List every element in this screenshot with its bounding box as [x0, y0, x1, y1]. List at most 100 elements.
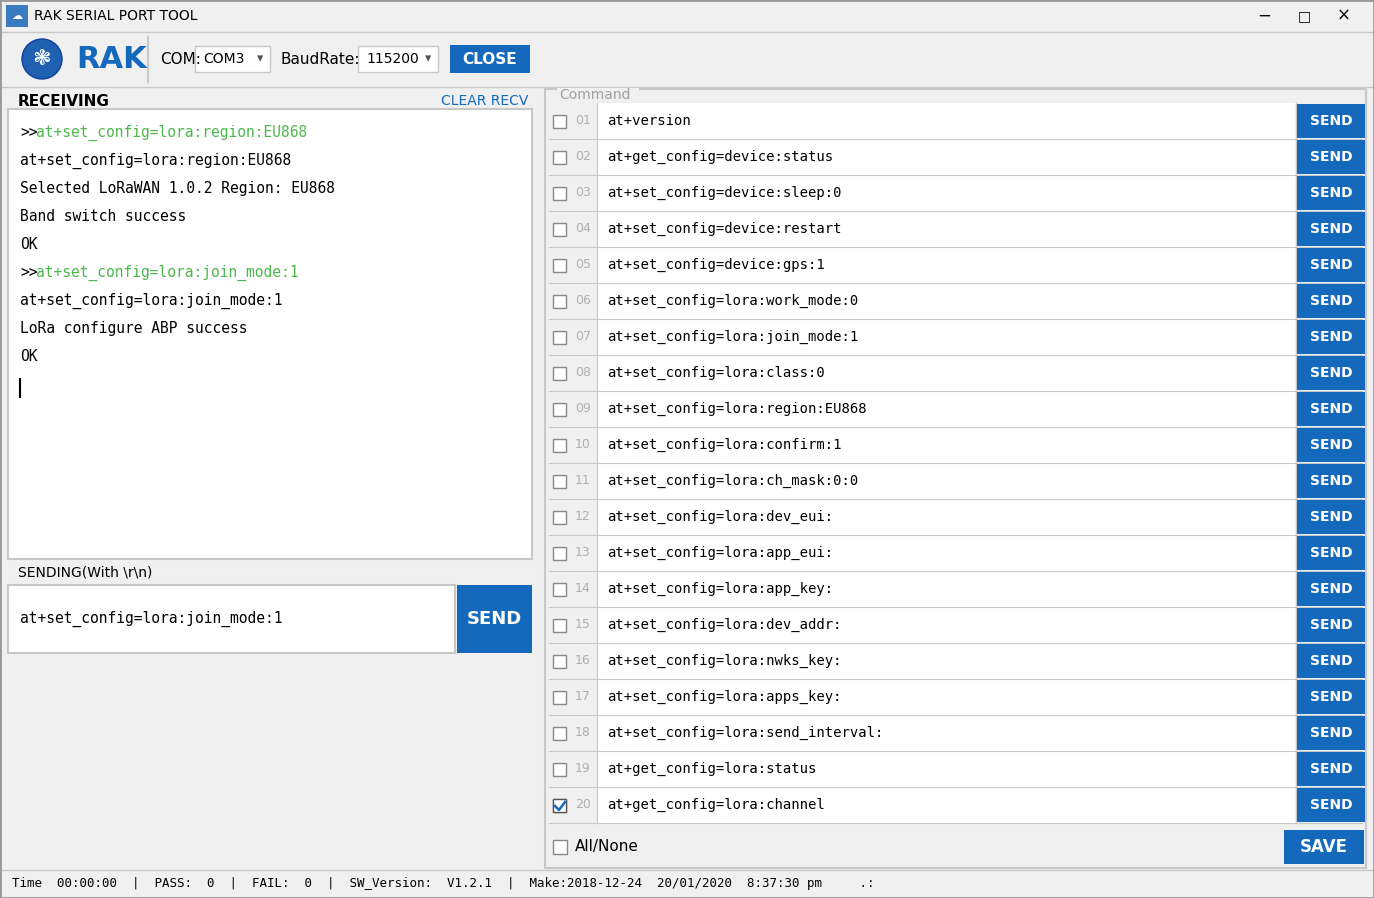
Text: RAK SERIAL PORT TOOL: RAK SERIAL PORT TOOL [34, 9, 198, 23]
Bar [552, 619, 566, 631]
Bar [1297, 464, 1364, 498]
Bar [556, 88, 639, 102]
Bar [552, 798, 566, 812]
Text: □: □ [1297, 9, 1311, 23]
Bar [596, 103, 1296, 139]
Text: SEND: SEND [1309, 798, 1352, 812]
Text: at+set_config=device:sleep:0: at+set_config=device:sleep:0 [607, 186, 841, 200]
Text: SEND: SEND [1309, 222, 1352, 236]
Bar [596, 391, 1296, 427]
Text: SAVE: SAVE [1300, 838, 1348, 856]
Text: 05: 05 [574, 259, 591, 271]
Bar [451, 45, 530, 73]
Text: 12: 12 [576, 510, 591, 524]
Bar [596, 571, 1296, 607]
Bar [1297, 248, 1364, 282]
Bar [552, 798, 566, 812]
Text: 14: 14 [576, 583, 591, 595]
Bar [552, 330, 566, 344]
Bar [552, 547, 566, 559]
Bar [596, 787, 1296, 823]
Bar [1297, 500, 1364, 534]
Text: SEND: SEND [1309, 258, 1352, 272]
Text: ❃: ❃ [33, 49, 51, 69]
Text: at+get_config=lora:channel: at+get_config=lora:channel [607, 798, 824, 812]
Text: 06: 06 [576, 295, 591, 307]
Text: OK: OK [21, 349, 37, 364]
Bar [596, 355, 1296, 391]
Text: at+get_config=device:status: at+get_config=device:status [607, 150, 833, 164]
Text: SEND: SEND [1309, 330, 1352, 344]
Text: 16: 16 [576, 655, 591, 667]
Text: at+set_config=lora:dev_eui:: at+set_config=lora:dev_eui: [607, 510, 833, 524]
Bar [596, 283, 1296, 319]
Bar [596, 427, 1296, 463]
Text: 08: 08 [574, 366, 591, 380]
Text: at+set_config=lora:join_mode:1: at+set_config=lora:join_mode:1 [21, 293, 283, 309]
Bar [552, 223, 566, 235]
Text: SEND: SEND [1309, 582, 1352, 596]
Text: 19: 19 [576, 762, 591, 776]
Bar [552, 402, 566, 416]
Text: CLOSE: CLOSE [463, 51, 518, 66]
Text: 115200: 115200 [365, 52, 419, 66]
Bar [552, 840, 567, 854]
Text: at+set_config=lora:work_mode:0: at+set_config=lora:work_mode:0 [607, 294, 859, 308]
Bar [8, 585, 455, 653]
Text: 13: 13 [576, 547, 591, 559]
Bar [552, 115, 566, 128]
Bar [8, 109, 532, 559]
Text: SEND: SEND [1309, 654, 1352, 668]
Text: SEND: SEND [1309, 366, 1352, 380]
Text: COM3: COM3 [203, 52, 245, 66]
Bar [1297, 104, 1364, 138]
Text: at+set_config=lora:apps_key:: at+set_config=lora:apps_key: [607, 690, 841, 704]
Text: 20: 20 [576, 798, 591, 812]
Bar [1297, 284, 1364, 318]
Text: ☁: ☁ [11, 11, 22, 21]
Bar [596, 319, 1296, 355]
Bar [1297, 212, 1364, 246]
Text: Band switch success: Band switch success [21, 209, 187, 224]
Text: 01: 01 [576, 115, 591, 128]
Bar [552, 510, 566, 524]
Bar [552, 762, 566, 776]
Bar [552, 438, 566, 452]
Bar [1297, 428, 1364, 462]
Bar [1297, 680, 1364, 714]
Circle shape [22, 39, 62, 79]
Text: 17: 17 [576, 691, 591, 703]
Bar [552, 259, 566, 271]
Bar [359, 46, 438, 72]
Bar [1297, 356, 1364, 390]
Text: ×: × [1337, 7, 1351, 25]
Text: at+version: at+version [607, 114, 691, 128]
Text: SEND: SEND [1309, 762, 1352, 776]
Bar [545, 89, 1366, 868]
Bar [1283, 830, 1364, 864]
Bar [1297, 788, 1364, 822]
Bar [552, 151, 566, 163]
Text: at+get_config=lora:status: at+get_config=lora:status [607, 762, 816, 776]
Text: at+set_config=lora:region:EU868: at+set_config=lora:region:EU868 [607, 402, 867, 416]
Bar [5, 5, 27, 27]
Text: >>: >> [21, 265, 37, 280]
Text: at+set_config=lora:app_eui:: at+set_config=lora:app_eui: [607, 546, 833, 560]
Text: SEND: SEND [1309, 402, 1352, 416]
Text: 03: 03 [576, 187, 591, 199]
Text: 04: 04 [576, 223, 591, 235]
Text: at+set_config=lora:region:EU868: at+set_config=lora:region:EU868 [21, 153, 291, 169]
Bar [596, 535, 1296, 571]
Text: at+set_config=device:restart: at+set_config=device:restart [607, 222, 841, 236]
Text: at+set_config=lora:join_mode:1: at+set_config=lora:join_mode:1 [607, 330, 859, 344]
Text: 10: 10 [576, 438, 591, 452]
Bar [596, 139, 1296, 175]
Text: RECEIVING: RECEIVING [18, 93, 110, 109]
Bar [596, 643, 1296, 679]
Text: SEND: SEND [1309, 474, 1352, 488]
Text: Command: Command [559, 88, 631, 102]
Bar [552, 583, 566, 595]
Text: SEND: SEND [1309, 510, 1352, 524]
Text: at+set_config=lora:dev_addr:: at+set_config=lora:dev_addr: [607, 618, 841, 632]
Text: 07: 07 [574, 330, 591, 344]
